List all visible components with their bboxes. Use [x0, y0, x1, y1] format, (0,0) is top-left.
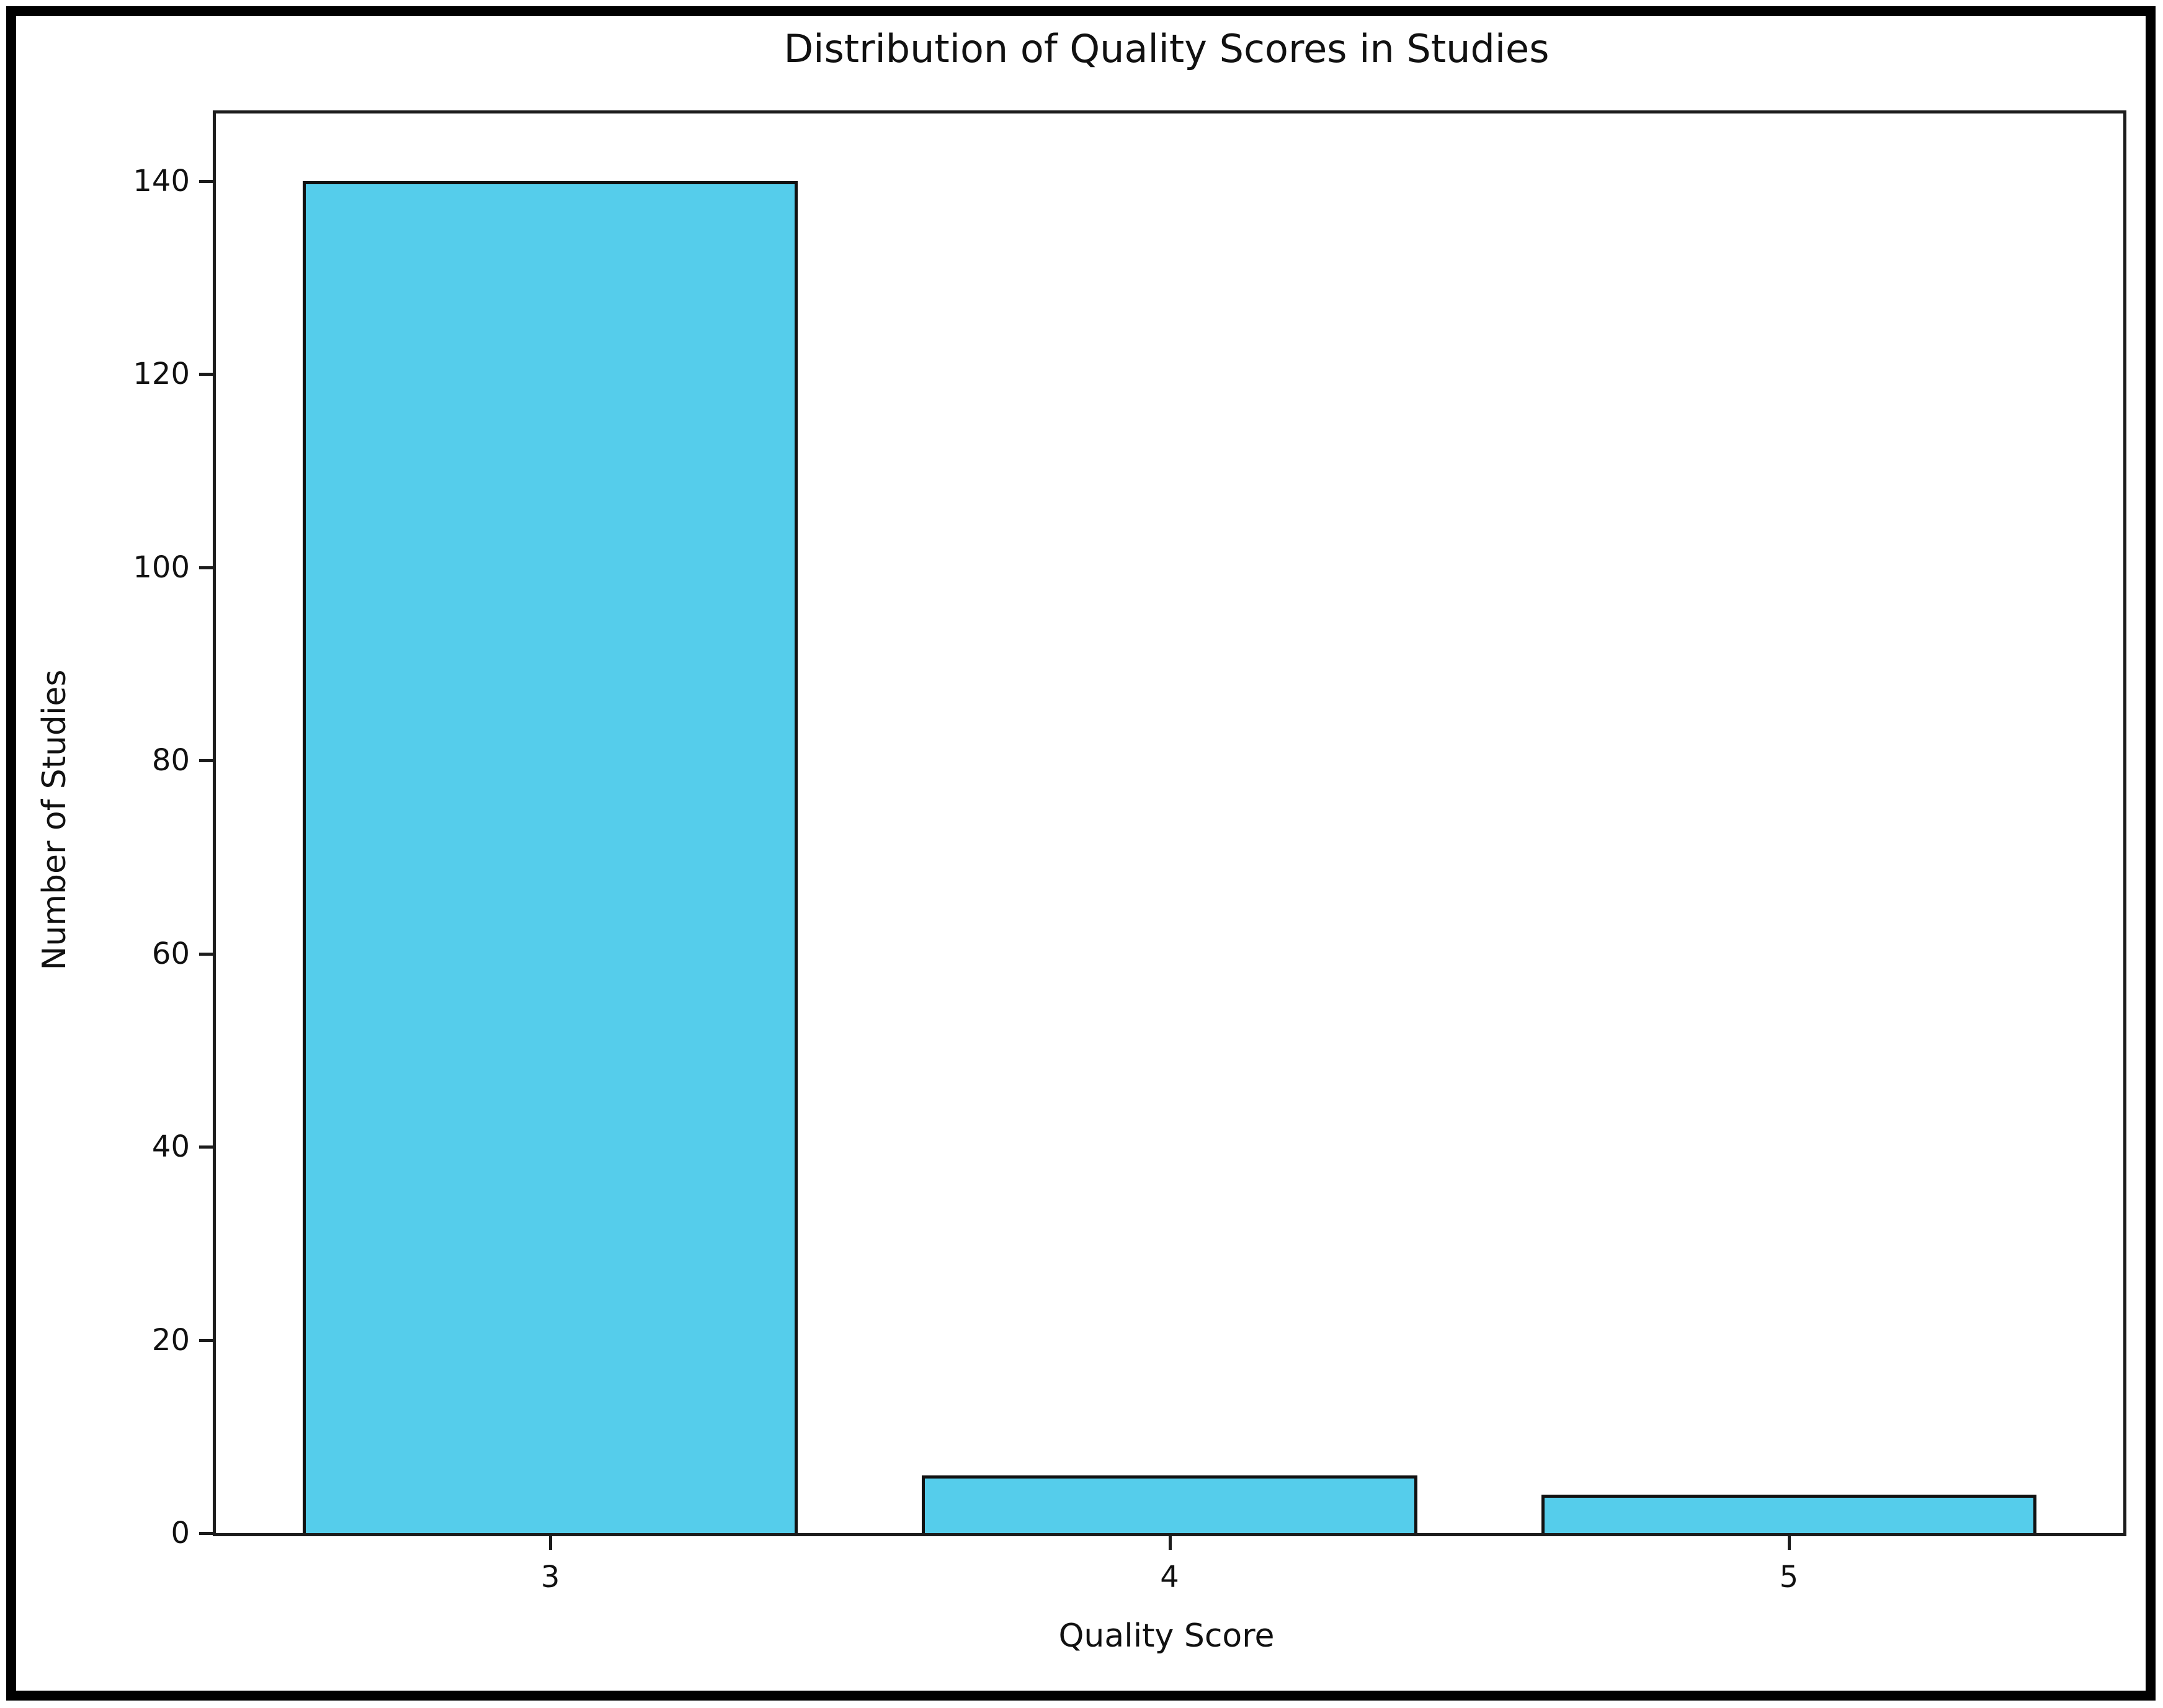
x-tick-label-4: 4: [1160, 1560, 1179, 1595]
plot-area: [213, 110, 2126, 1536]
bar-quality-score-3: [302, 181, 798, 1533]
y-axis-label: Number of Studies: [36, 669, 73, 971]
bar-quality-score-5: [1541, 1494, 2037, 1533]
bar-quality-score-4: [922, 1475, 1417, 1533]
y-tick-label-100: 100: [133, 549, 190, 585]
y-tick-mark-120: [199, 373, 213, 376]
x-tick-label-3: 3: [540, 1560, 560, 1595]
x-tick-mark-3: [549, 1536, 553, 1550]
chart-title: Distribution of Quality Scores in Studie…: [783, 26, 1550, 71]
x-axis-label: Quality Score: [1058, 1617, 1275, 1655]
y-tick-mark-60: [199, 952, 213, 956]
y-tick-label-120: 120: [133, 357, 190, 392]
x-tick-mark-4: [1168, 1536, 1172, 1550]
y-tick-mark-20: [199, 1338, 213, 1342]
y-tick-mark-0: [199, 1532, 213, 1535]
y-tick-label-0: 0: [171, 1516, 190, 1550]
y-tick-mark-100: [199, 566, 213, 569]
y-tick-label-20: 20: [151, 1322, 190, 1358]
y-tick-label-80: 80: [151, 743, 190, 778]
y-tick-mark-140: [199, 180, 213, 183]
y-tick-label-60: 60: [151, 936, 190, 971]
y-tick-mark-80: [199, 759, 213, 763]
y-tick-label-140: 140: [133, 164, 190, 198]
y-tick-label-40: 40: [151, 1129, 190, 1165]
y-tick-mark-40: [199, 1145, 213, 1149]
x-tick-label-5: 5: [1779, 1560, 1799, 1595]
x-tick-mark-5: [1787, 1536, 1791, 1550]
